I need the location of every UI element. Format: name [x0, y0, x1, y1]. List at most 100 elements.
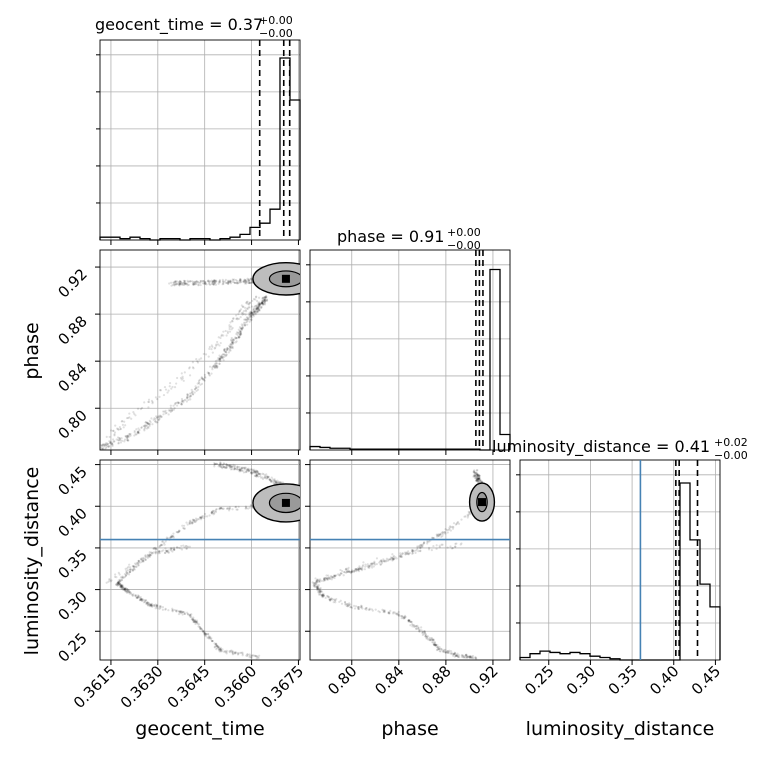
sample-point [389, 558, 392, 561]
sample-point [222, 465, 225, 469]
sample-point [121, 439, 124, 442]
sample-point [377, 610, 380, 613]
sample-point [219, 336, 222, 340]
sample-point [248, 301, 252, 305]
sample-point [192, 283, 196, 286]
sample-point [317, 591, 320, 594]
sample-point [387, 558, 390, 561]
sample-point [147, 406, 150, 409]
sample-point [456, 655, 460, 658]
sample-point [199, 283, 202, 287]
sample-point [104, 444, 107, 447]
sample-point [455, 522, 458, 526]
sample-point [125, 569, 128, 572]
sample-point [217, 645, 220, 648]
sample-point [257, 307, 261, 310]
sample-point [190, 391, 194, 394]
sample-point [248, 314, 251, 317]
sample-point [477, 477, 481, 480]
sample-point [146, 425, 150, 429]
sample-point [229, 346, 232, 349]
sample-point [233, 281, 236, 284]
sample-point [158, 417, 161, 421]
sample-point [123, 440, 126, 443]
sample-point [238, 465, 241, 469]
sample-point [367, 608, 370, 611]
sample-point [196, 361, 200, 364]
sample-point [265, 298, 269, 301]
sample-point [202, 630, 205, 633]
sample-point [155, 604, 158, 607]
sample-point [233, 467, 237, 470]
sample-point [101, 448, 105, 450]
sample-point [147, 422, 150, 426]
sample-point [215, 365, 218, 368]
sample-point [246, 653, 249, 656]
sample-point [211, 640, 214, 643]
sample-point [269, 480, 273, 483]
sample-point [191, 522, 194, 525]
sample-point [241, 654, 244, 657]
sample-point [218, 344, 221, 347]
histogram-phase [309, 250, 511, 451]
sample-point [440, 543, 443, 546]
sample-point [270, 480, 273, 484]
sample-point [194, 620, 197, 623]
sample-point [248, 506, 252, 509]
sample-point [168, 282, 171, 285]
sample-point [154, 420, 157, 423]
sample-point [373, 561, 376, 564]
sample-point [415, 627, 418, 630]
sample-point [210, 637, 213, 640]
sample-point [202, 352, 205, 356]
sample-point [162, 410, 165, 413]
sample-point [177, 546, 181, 549]
sample-point [248, 318, 251, 321]
sample-point [123, 587, 126, 590]
sample-point [194, 280, 198, 283]
sample-point [148, 424, 151, 427]
sample-point [177, 530, 180, 533]
sample-point [170, 547, 173, 550]
sample-point [438, 546, 441, 549]
sample-point [444, 650, 447, 654]
sample-point [245, 300, 248, 304]
sample-point [219, 648, 222, 651]
sample-point [404, 553, 407, 556]
sample-point [216, 359, 219, 362]
sample-point [442, 650, 445, 653]
sample-point [154, 552, 157, 555]
sample-point [196, 621, 199, 624]
sample-point [101, 444, 104, 447]
sample-point [179, 610, 182, 613]
sample-point [268, 478, 272, 481]
sample-point [245, 280, 248, 284]
sample-point [136, 432, 140, 435]
sample-point [141, 598, 144, 601]
sample-point [475, 478, 479, 481]
sample-point [393, 557, 396, 560]
sample-point [423, 630, 426, 633]
sample-point [194, 388, 197, 391]
sample-point [467, 513, 470, 516]
sample-point [123, 588, 126, 592]
sample-point [182, 279, 186, 282]
sample-point [244, 467, 247, 470]
sample-point [429, 638, 432, 642]
sample-point [261, 302, 264, 305]
sample-point [434, 644, 437, 647]
sample-point [233, 467, 236, 470]
sample-point [209, 638, 213, 641]
sample-point [233, 281, 237, 284]
sample-point [250, 470, 253, 474]
sample-point [237, 336, 240, 339]
sample-point [127, 589, 130, 592]
xlabel-phase: phase [381, 718, 438, 740]
sample-point [257, 307, 260, 310]
sample-point [200, 377, 203, 380]
sample-point [186, 523, 189, 526]
sample-point [464, 515, 467, 518]
sample-point [157, 418, 160, 421]
sample-point [174, 402, 177, 405]
sample-point [448, 525, 452, 528]
